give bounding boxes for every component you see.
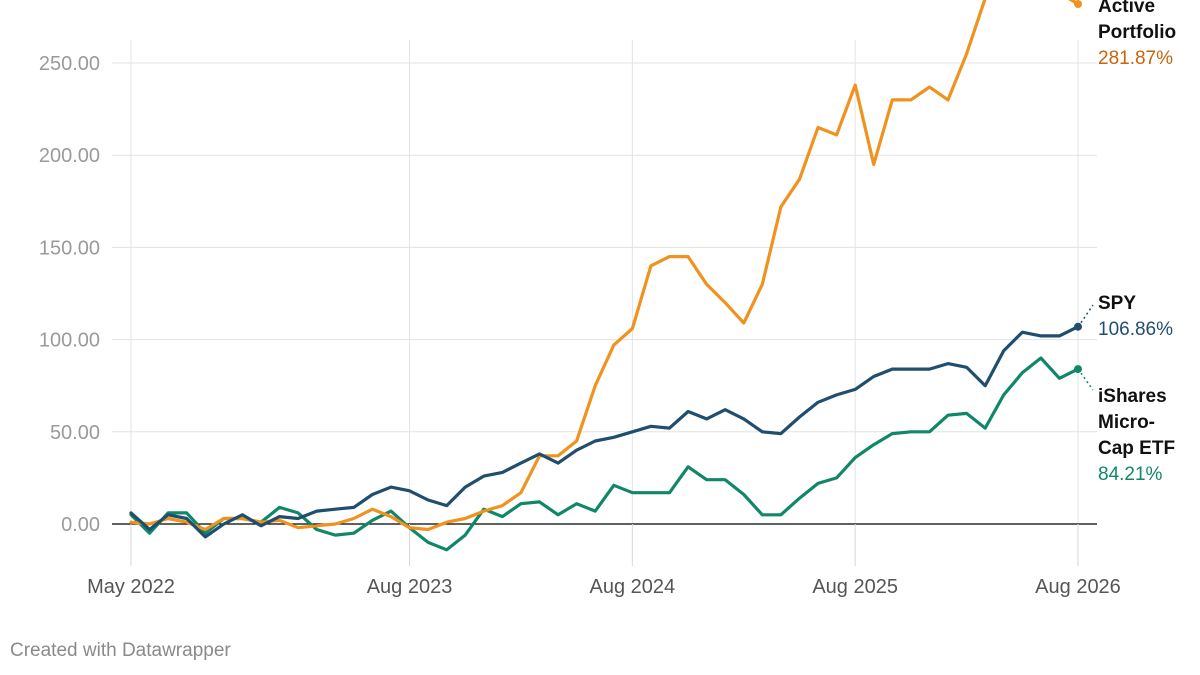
- x-tick-label: Aug 2024: [590, 576, 676, 598]
- x-tick-label: Aug 2026: [1035, 576, 1121, 598]
- x-tick-label: Aug 2025: [812, 576, 898, 598]
- series-label-name-ishares-micro-cap-etf: iShares Micro-Cap ETF: [1098, 386, 1175, 459]
- y-axis-tick-labels: 0.00 50.00 100.00 150.00 200.00 250.00: [39, 53, 100, 536]
- x-tick-label: Aug 2023: [367, 576, 453, 598]
- y-tick-label: 250.00: [39, 53, 100, 75]
- series-line-ishares-micro-cap-etf: [129, 356, 1080, 552]
- y-tick-label: 50.00: [50, 422, 100, 444]
- x-axis: May 2022 Aug 2023 Aug 2024 Aug 2025 Aug 2026: [87, 524, 1121, 598]
- series-end-dot-ishares-micro-cap-etf: [1074, 365, 1082, 374]
- y-tick-label: 150.00: [39, 237, 100, 259]
- y-tick-label: 200.00: [39, 145, 100, 167]
- datawrapper-credit: Created with Datawrapper: [10, 640, 231, 661]
- series-end-dot-spy: [1074, 322, 1082, 331]
- series-label-value-active-portfolio: 281.87%: [1098, 48, 1173, 69]
- series-end-dot-active-portfolio: [1074, 0, 1082, 8]
- y-tick-label: 0.00: [61, 514, 100, 536]
- label-leader-ishares-micro-cap-etf: [1080, 372, 1094, 391]
- label-leader-spy: [1080, 304, 1094, 324]
- x-tick-label: May 2022: [87, 576, 175, 598]
- series-line-active-portfolio: [129, 0, 1080, 532]
- series-label-name-active-portfolio: Active Portfolio: [1098, 0, 1176, 43]
- series-line-spy: [129, 325, 1080, 539]
- series-label-value-spy: 106.86%: [1098, 319, 1173, 340]
- series-end-labels: Active Portfolio 281.87% SPY 106.86% iShares M…: [1074, 0, 1176, 485]
- series-label-value-ishares-micro-cap-etf: 84.21%: [1098, 464, 1163, 485]
- series-label-name-spy: SPY: [1098, 293, 1136, 314]
- series-lines: [129, 0, 1080, 552]
- gridlines: [112, 40, 1097, 525]
- y-tick-label: 100.00: [39, 330, 100, 352]
